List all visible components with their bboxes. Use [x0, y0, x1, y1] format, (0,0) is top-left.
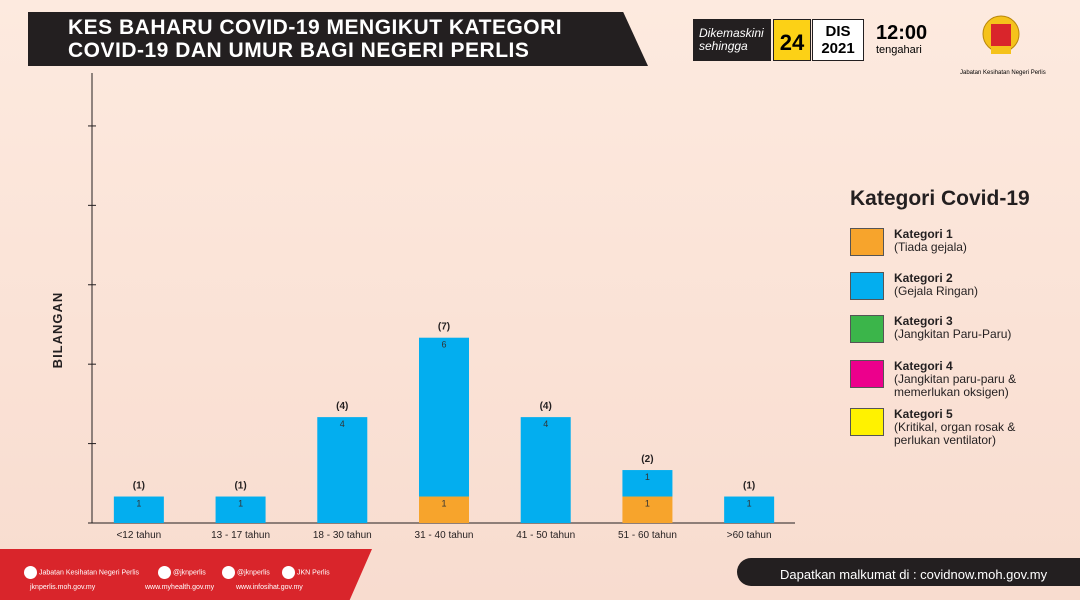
social-text: @jknperlis: [173, 569, 206, 577]
legend-swatch: [850, 408, 884, 436]
legend-description: (Kritikal, organ rosak & perlukan ventil…: [894, 420, 1016, 447]
value-label: 1: [441, 499, 446, 509]
social-icon: [24, 566, 37, 579]
social-handle: JKN Perlis: [282, 566, 330, 579]
footer-banner: [0, 549, 372, 600]
y-axis-label: BILANGAN: [50, 292, 65, 369]
bar-segment: [317, 417, 368, 523]
legend-name: Kategori 2: [894, 271, 953, 285]
legend-swatch: [850, 360, 884, 388]
legend-name: Kategori 4: [894, 359, 953, 373]
total-label: (4): [540, 401, 552, 412]
legend-entry: Kategori 4 (Jangkitan paru-paru & memerlu…: [894, 360, 1044, 399]
social-text: JKN Perlis: [297, 569, 330, 577]
x-tick-label: >60 tahun: [727, 530, 772, 541]
social-handle: @jknperlis: [222, 566, 270, 579]
bar-segment: [113, 496, 164, 523]
legend-swatch: [850, 272, 884, 300]
x-tick-label: 31 - 40 tahun: [415, 530, 474, 541]
value-label: 6: [441, 340, 446, 350]
updated-label: Dikemaskini sehingga: [693, 19, 771, 61]
total-label: (4): [336, 401, 348, 412]
bar-segment: [215, 496, 266, 523]
legend-title: Kategori Covid-19: [850, 187, 1030, 210]
total-label: (7): [438, 322, 450, 333]
time-label: tengahari: [876, 44, 922, 56]
agency: Jabatan Kesihatan Negeri Perlis: [960, 70, 1046, 76]
bar-segment: [622, 496, 673, 523]
x-tick-label: 18 - 30 tahun: [313, 530, 372, 541]
value-label: 1: [645, 499, 650, 509]
legend-entry: Kategori 2 (Gejala Ringan): [894, 272, 1044, 298]
legend-description: (Jangkitan paru-paru & memerlukan oksige…: [894, 372, 1017, 399]
legend-name: Kategori 5: [894, 407, 953, 421]
footer-link: www.infosihat.gov.my: [236, 584, 303, 591]
total-label: (2): [641, 454, 653, 465]
total-label: (1): [234, 481, 246, 492]
footer-link: www.myhealth.gov.my: [145, 584, 215, 591]
legend-name: Kategori 1: [894, 227, 953, 241]
title-banner: [28, 12, 648, 66]
date-day: 24: [773, 19, 811, 61]
social-handle: Jabatan Kesihatan Negeri Perlis: [24, 566, 139, 579]
bar-segment: [520, 417, 571, 523]
value-label: 4: [340, 419, 345, 429]
value-label: 1: [238, 499, 243, 509]
bar-segment: [622, 470, 673, 497]
value-label: 4: [543, 419, 548, 429]
legend-name: Kategori 3: [894, 314, 953, 328]
legend-description: (Jangkitan Paru-Paru): [894, 327, 1012, 341]
total-label: (1): [133, 481, 145, 492]
value-label: 1: [747, 499, 752, 509]
social-text: @jknperlis: [237, 569, 270, 577]
legend-entry: Kategori 5 (Kritikal, organ rosak & perlu…: [894, 408, 1044, 447]
legend-description: (Gejala Ringan): [894, 284, 979, 298]
date-month-year: DIS 2021: [812, 19, 864, 61]
bar-segment: [419, 496, 469, 523]
value-label: 1: [136, 499, 141, 509]
social-icon: [158, 566, 171, 579]
time: 12:00: [876, 22, 928, 44]
date-year: 2021: [821, 40, 855, 57]
social-icon: [222, 566, 235, 579]
bar-segment: [724, 496, 775, 523]
x-tick-label: 13 - 17 tahun: [211, 530, 270, 541]
legend-swatch: [850, 315, 884, 343]
value-label: 1: [645, 472, 650, 482]
footer-link: jknperlis.moh.gov.my: [30, 584, 96, 591]
legend-swatch: [850, 228, 884, 256]
social-handle: @jknperlis: [158, 566, 206, 579]
crest: [982, 15, 1020, 54]
legend-entry: Kategori 3 (Jangkitan Paru-Paru): [894, 315, 1044, 341]
title: KES BAHARU COVID-19 MENGIKUT KATEGORI CO…: [68, 16, 563, 62]
social-text: Jabatan Kesihatan Negeri Perlis: [39, 569, 140, 577]
social-icon: [282, 566, 295, 579]
info-text: Dapatkan malkumat di : covidnow.moh.gov.…: [780, 567, 1048, 582]
x-tick-label: 41 - 50 tahun: [516, 530, 575, 541]
legend-description: (Tiada gejala): [894, 240, 967, 254]
x-tick-label: 51 - 60 tahun: [618, 530, 677, 541]
info-banner: [737, 558, 1080, 586]
bar-segment: [419, 337, 469, 497]
date-month: DIS: [825, 23, 851, 40]
total-label: (1): [743, 481, 755, 492]
x-tick-label: <12 tahun: [116, 530, 161, 541]
legend-entry: Kategori 1 (Tiada gejala): [894, 228, 1044, 254]
